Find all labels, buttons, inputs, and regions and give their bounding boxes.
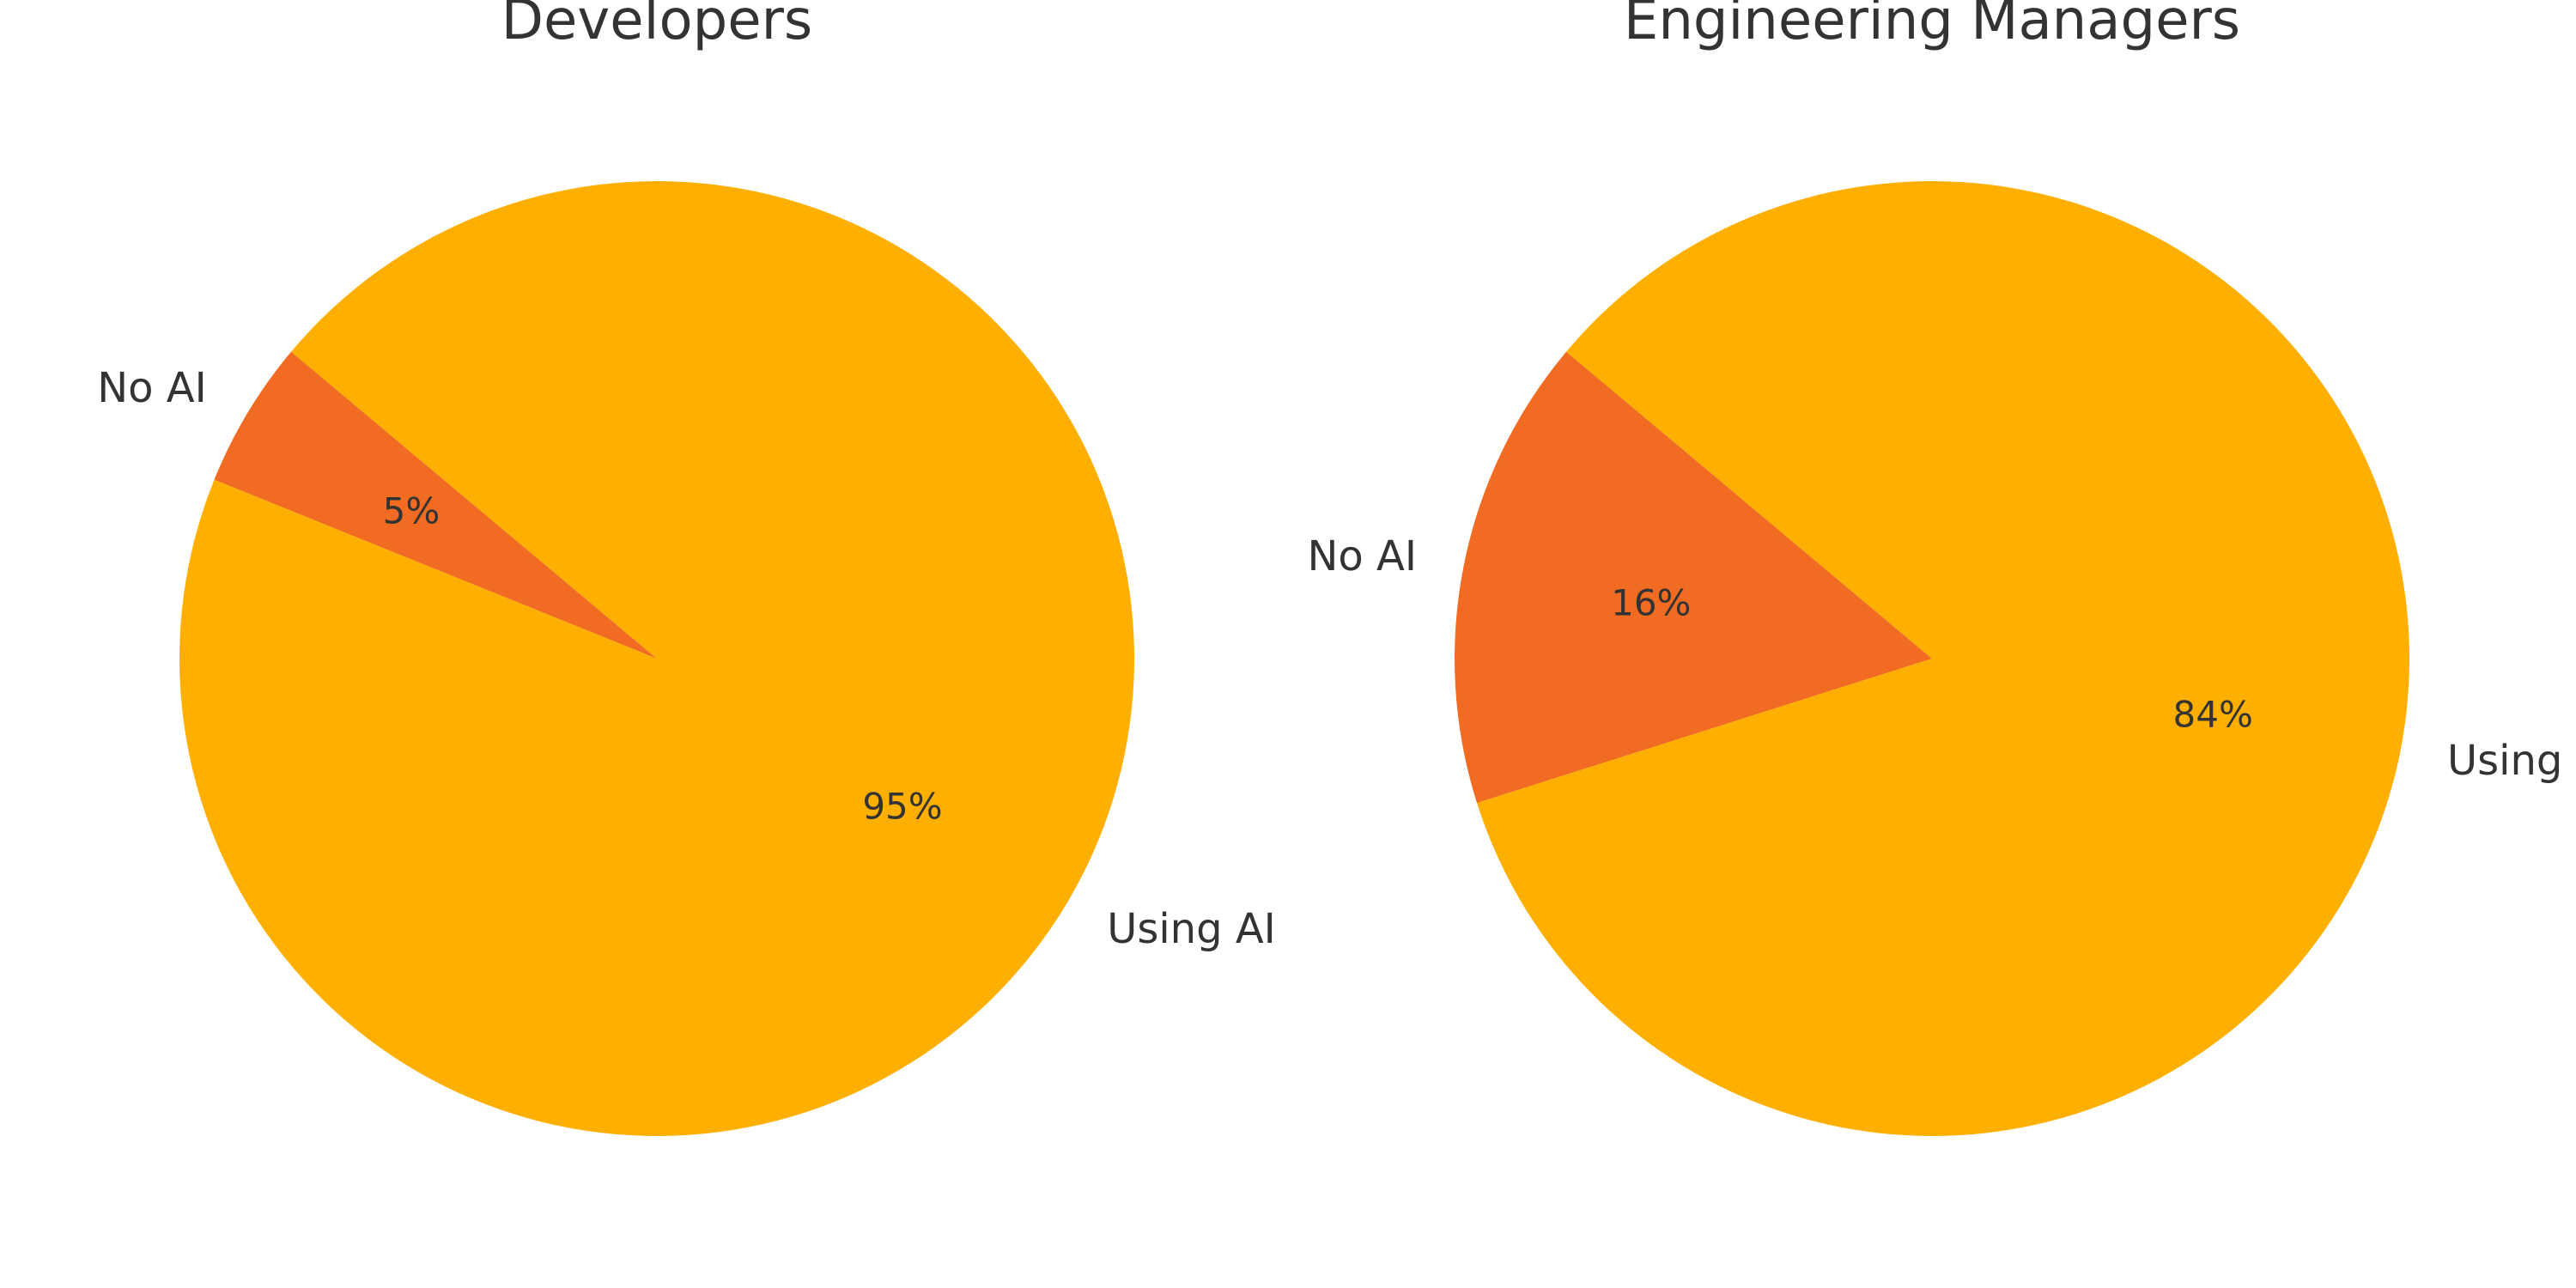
slice-label-no-ai: No AI [97, 364, 207, 412]
pie-slice-no-ai [1455, 351, 1932, 804]
slice-label-using-ai: Using AI [1107, 905, 1276, 953]
pct-label-using-ai: 84% [2173, 693, 2253, 735]
chart-title: Engineering Managers [1624, 0, 2240, 52]
slice-label-no-ai: No AI [1307, 532, 1417, 580]
slice-label-using-ai: Using AI [2447, 737, 2576, 785]
pie-chart-developers: Developers No AI Using AI 5% 95% [97, 0, 1276, 1136]
pie-slice-using-ai [1477, 180, 2410, 1136]
chart-title: Developers [501, 0, 813, 52]
pct-label-no-ai: 5% [383, 490, 440, 532]
pct-label-using-ai: 95% [862, 785, 942, 827]
pie-slice-no-ai [214, 351, 658, 659]
pie-slice-using-ai [179, 180, 1135, 1136]
pie-chart-engineering-managers: Engineering Managers No AI Using AI 16% … [1307, 0, 2576, 1136]
pct-label-no-ai: 16% [1611, 582, 1691, 624]
